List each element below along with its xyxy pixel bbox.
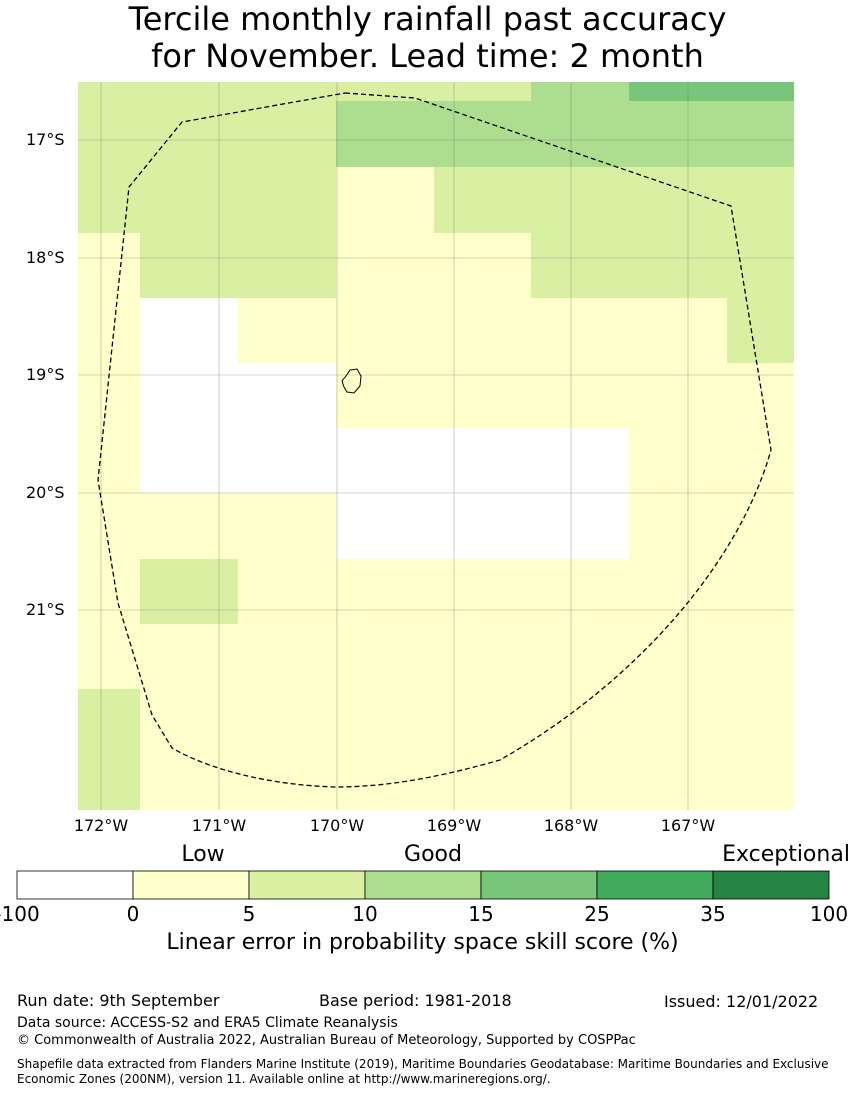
eez-boundary [97,92,772,788]
colorbar-tick: 0 [126,902,140,926]
grid-cell [531,233,794,298]
data-source: Data source: ACCESS-S2 and ERA5 Climate … [17,1015,398,1031]
island-outline [341,368,362,394]
colorbar-tick: 15 [468,902,494,926]
grid-cell [140,233,336,298]
grid-cell [727,298,794,363]
lon-label: 171°W [191,816,247,835]
grid-cell [140,559,238,624]
shapefile-credit: Shapefile data extracted from Flanders M… [17,1057,829,1086]
grid-cell [238,559,794,624]
grid-cell [336,101,794,167]
issued-date: Issued: 12/01/2022 [664,992,819,1011]
colorbar-tick: 5 [242,902,256,926]
lat-label: 20°S [26,483,65,502]
grid-cell [78,428,140,493]
lat-label: 17°S [26,130,65,149]
grid-cell [78,689,140,810]
grid-cell [78,101,336,167]
lat-label: 18°S [26,248,65,267]
grid-cell [78,167,336,233]
map-title-line2: for November. Lead time: 2 month [151,37,704,75]
colorbar-category-good: Good [404,842,462,867]
grid-cell [140,363,336,428]
grid-cell [78,363,140,428]
colorbar-tick: -100 [0,902,40,926]
base-period: Base period: 1981-2018 [319,991,512,1010]
grid-cell [78,624,794,689]
lon-label: 172°W [73,816,129,835]
grid-cell [78,82,531,102]
lon-label: 169°W [426,816,482,835]
lon-label: 170°W [309,816,365,835]
grid-cell [434,167,794,233]
grid-cell [336,233,531,298]
grid-cell [629,82,794,102]
grid-cell [140,689,794,810]
lon-label: 168°W [543,816,599,835]
grid-cell [336,363,794,428]
colorbar [16,870,830,900]
grid-cell [336,428,629,493]
graticule [78,82,794,810]
grid-cell [238,298,727,363]
lon-label: 167°W [660,816,716,835]
grid-cell [78,298,140,363]
colorbar-category-exceptional: Exceptional [722,842,850,867]
colorbar-tick: 100 [809,902,849,926]
colorbar-tick: 25 [584,902,610,926]
grid-cell [629,493,794,559]
colorbar-tick: 10 [352,902,378,926]
colorbar-tick: 35 [700,902,726,926]
lat-label: 19°S [26,365,65,384]
colorbar-category-low: Low [181,842,225,867]
grid-cell [140,298,238,363]
grid-cell [531,82,629,102]
run-date: Run date: 9th September [17,991,220,1010]
grid-cell [629,428,794,493]
lat-label: 21°S [26,600,65,619]
copyright: © Commonwealth of Australia 2022, Austra… [17,1033,636,1048]
grid-cell [78,559,140,624]
grid-cell [336,493,629,559]
grid-cell [140,428,336,493]
colorbar-label: Linear error in probability space skill … [166,930,679,955]
grid-cell [78,233,140,298]
grid-cell [336,167,434,233]
grid-cell [78,493,336,559]
map-title-line1: Tercile monthly rainfall past accuracy [128,0,727,38]
